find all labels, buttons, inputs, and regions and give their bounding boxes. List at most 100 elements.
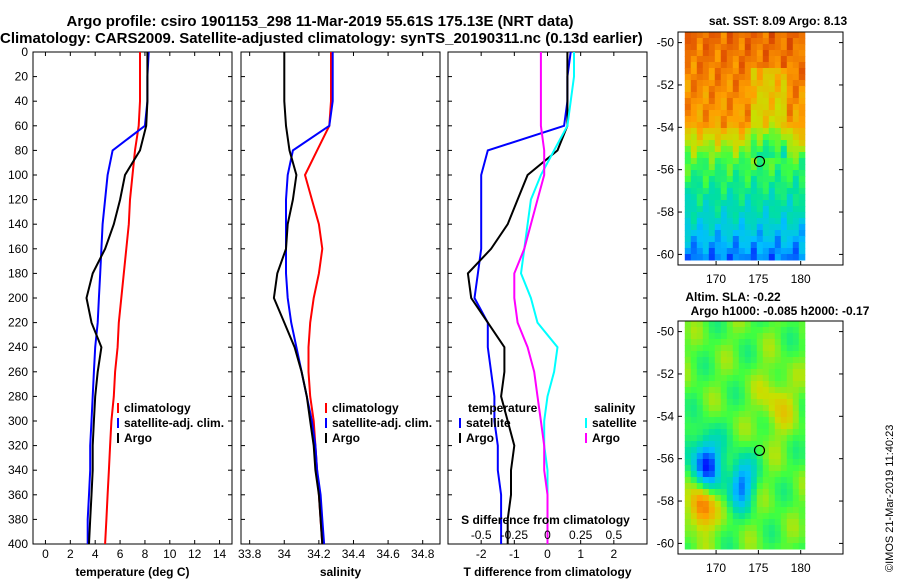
map-cell: [774, 212, 782, 219]
map-cell: [792, 441, 800, 448]
map-cell: [738, 429, 746, 436]
map-cell: [708, 393, 716, 400]
map-cell: [774, 68, 782, 75]
map-cell: [780, 357, 788, 364]
map-cell: [780, 369, 788, 376]
map-cell: [726, 531, 734, 538]
map-cell: [744, 369, 752, 376]
map-cell: [762, 363, 770, 370]
map-cell: [720, 128, 728, 135]
map-cell: [774, 176, 782, 183]
map-cell: [780, 333, 788, 340]
map-cell: [786, 387, 794, 394]
map-cell: [792, 152, 800, 159]
map-cell: [720, 188, 728, 195]
map-cell: [726, 453, 734, 460]
map-cell: [738, 170, 746, 177]
map-cell: [732, 405, 740, 412]
map-cell: [750, 86, 758, 93]
map-cell: [750, 363, 758, 370]
map-cell: [768, 188, 776, 195]
map-cell: [792, 200, 800, 207]
map-cell: [780, 375, 788, 382]
map-cell: [768, 327, 776, 334]
depth-tick-label: 340: [8, 463, 28, 477]
map-cell: [738, 122, 746, 129]
map-cell: [774, 236, 782, 243]
map-cell: [762, 140, 770, 147]
map-cell: [744, 176, 752, 183]
map-cell: [726, 429, 734, 436]
map-cell: [690, 182, 698, 189]
map-cell: [708, 134, 716, 141]
map-cell: [786, 182, 794, 189]
map-cell: [780, 501, 788, 508]
map-cell: [762, 98, 770, 105]
map-cell: [720, 465, 728, 472]
map-cell: [750, 321, 758, 328]
map-cell: [738, 140, 746, 147]
map-cell: [750, 333, 758, 340]
map-cell: [684, 501, 692, 508]
x-tick-label: 34.6: [376, 547, 400, 561]
map-cell: [774, 369, 782, 376]
map-cell: [684, 116, 692, 123]
map-cell: [696, 134, 704, 141]
map-cell: [720, 501, 728, 508]
map-cell: [744, 435, 752, 442]
map-cell: [762, 435, 770, 442]
map-cell: [762, 453, 770, 460]
map-cell: [726, 248, 734, 255]
map-cell: [708, 471, 716, 478]
x-tick-label: 33.8: [238, 547, 262, 561]
map-cell: [690, 236, 698, 243]
map-cell: [726, 230, 734, 237]
map-cell: [768, 158, 776, 165]
map-cell: [762, 381, 770, 388]
map-cell: [726, 471, 734, 478]
x2-tick-label: -0.5: [471, 528, 492, 542]
map-cell: [732, 62, 740, 69]
map-cell: [798, 459, 806, 466]
map-cell: [696, 453, 704, 460]
map-cell: [702, 152, 710, 159]
map-cell: [702, 140, 710, 147]
map-cell: [684, 128, 692, 135]
map-cell: [726, 170, 734, 177]
map-cell: [744, 351, 752, 358]
map-cell: [744, 104, 752, 111]
map-cell: [738, 80, 746, 87]
map-cell: [702, 429, 710, 436]
map-cell: [726, 543, 734, 550]
series-line-argo: [85, 52, 149, 545]
map-cell: [768, 206, 776, 213]
map-cell: [780, 393, 788, 400]
map-cell: [780, 176, 788, 183]
map-cell: [690, 333, 698, 340]
map-cell: [786, 32, 794, 39]
map-cell: [744, 471, 752, 478]
map-cell: [786, 194, 794, 201]
map-cell: [696, 441, 704, 448]
map-cell: [786, 321, 794, 328]
map-cell: [702, 134, 710, 141]
map-cell: [792, 86, 800, 93]
map-cell: [726, 339, 734, 346]
map-cell: [798, 477, 806, 484]
map-cell: [792, 74, 800, 81]
map-cell: [720, 230, 728, 237]
map-cell: [780, 188, 788, 195]
map-cell: [756, 56, 764, 63]
map-cell: [798, 50, 806, 57]
map-cell: [702, 339, 710, 346]
map-cell: [702, 122, 710, 129]
map-cell: [750, 543, 758, 550]
map-cell: [768, 495, 776, 502]
map-cell: [780, 158, 788, 165]
x2-tick-label: 0: [544, 528, 551, 542]
map-cell: [720, 110, 728, 117]
map-cell: [738, 393, 746, 400]
map-cell: [708, 116, 716, 123]
map-cell: [708, 339, 716, 346]
map-cell: [762, 188, 770, 195]
